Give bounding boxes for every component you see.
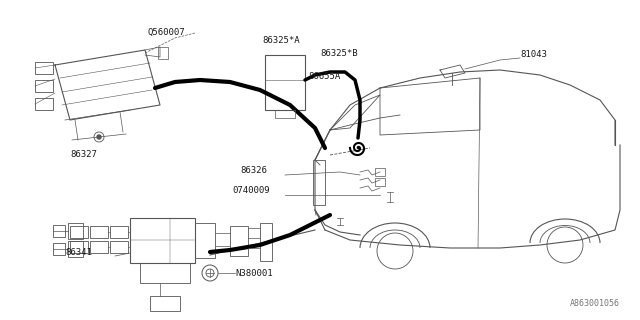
Bar [35,98,53,110]
Bar [150,296,180,311]
Bar [110,226,128,238]
Text: 86325*B: 86325*B [320,49,358,58]
Text: N380001: N380001 [235,269,273,278]
Bar [313,160,325,205]
Bar [35,80,53,92]
Text: 86326: 86326 [240,165,267,174]
Bar [260,223,272,261]
Text: 86341: 86341 [65,248,92,257]
Bar [375,168,385,176]
Circle shape [202,265,218,281]
Text: 86655A: 86655A [308,72,340,81]
Bar [68,241,83,257]
Bar [110,241,128,253]
Bar [35,62,53,74]
Text: A863001056: A863001056 [570,299,620,308]
Circle shape [377,233,413,269]
Bar [53,243,65,255]
Bar [265,55,305,110]
Bar [375,178,385,186]
Text: 0740009: 0740009 [232,186,269,195]
Bar [68,223,83,239]
Bar [70,226,88,238]
Bar [53,225,65,237]
Text: 86325*A: 86325*A [262,36,300,45]
Bar [90,226,108,238]
Circle shape [547,227,583,263]
Circle shape [206,269,214,277]
Bar [140,263,190,283]
Circle shape [94,132,104,142]
Text: Q560007: Q560007 [148,28,186,37]
Text: 86327: 86327 [70,150,97,159]
Bar [130,218,195,263]
Bar [70,241,88,253]
Bar [90,241,108,253]
Text: 81043: 81043 [520,50,547,59]
Bar [230,226,248,256]
Circle shape [97,135,101,139]
Bar [158,47,168,59]
Bar [195,223,215,258]
